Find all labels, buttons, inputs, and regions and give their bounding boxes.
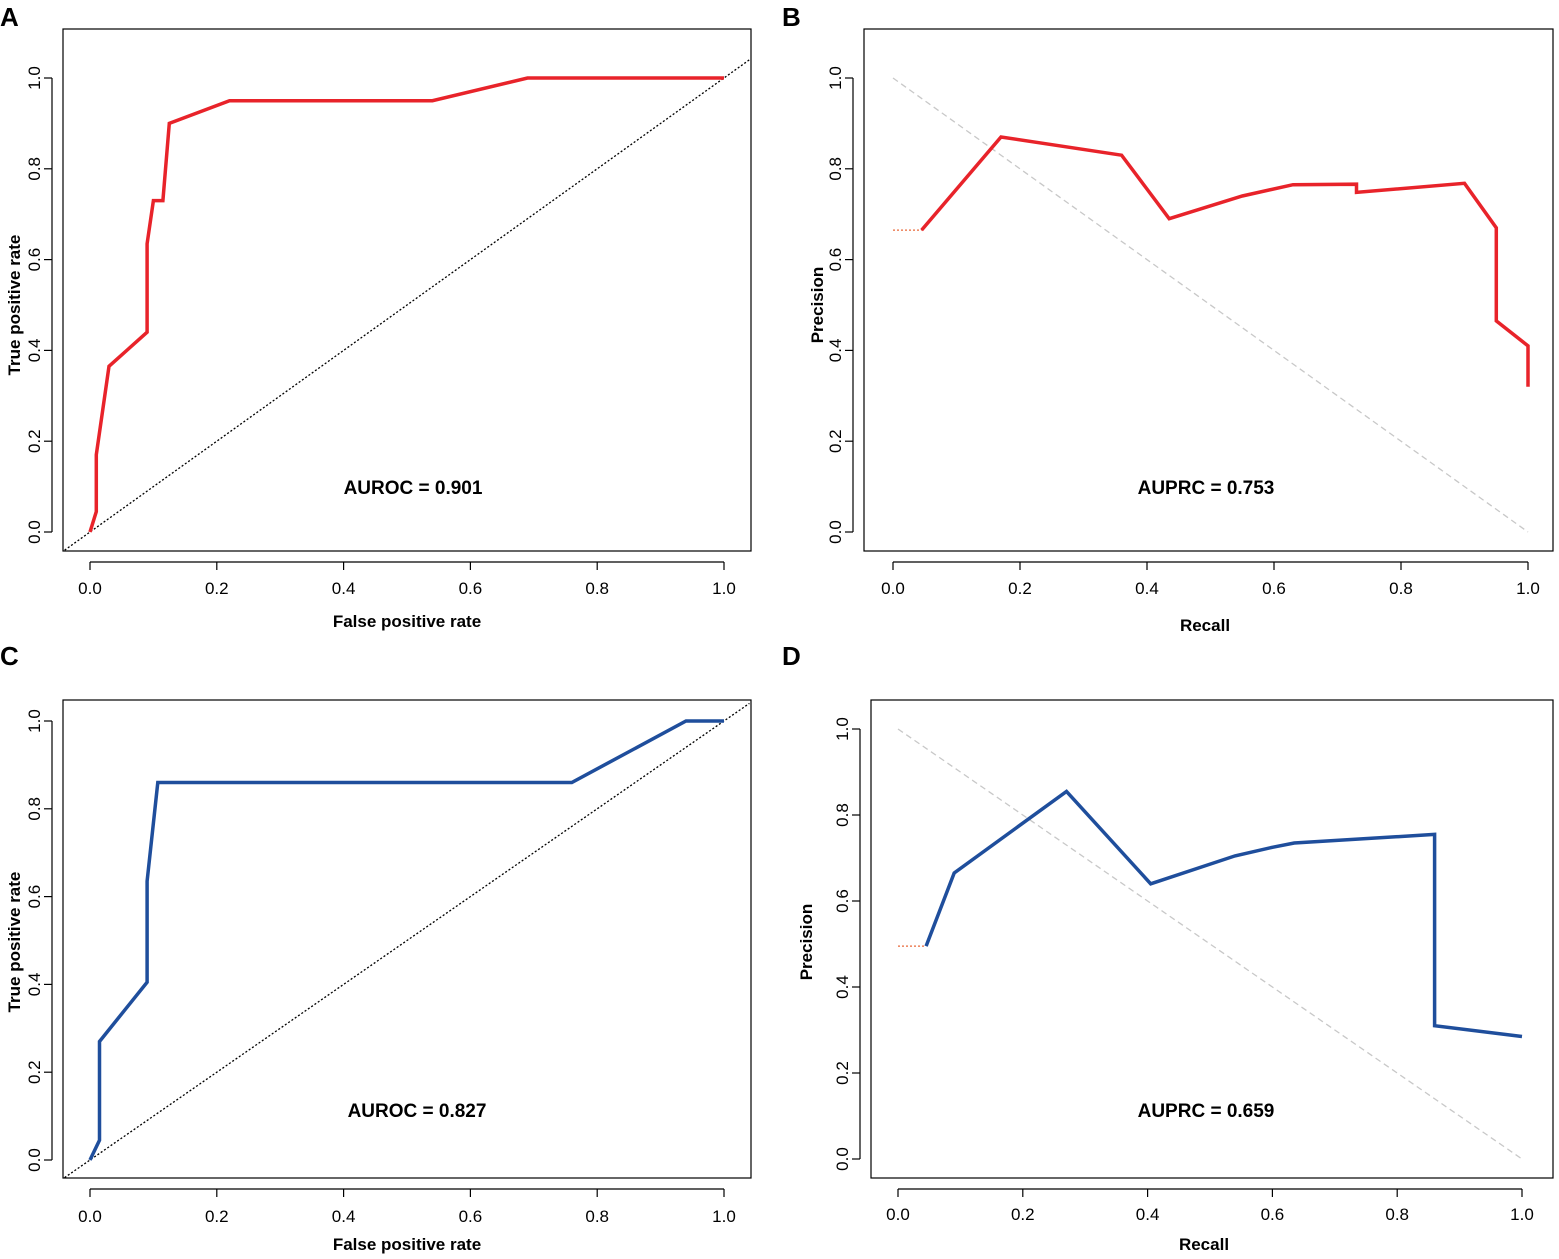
y-tick-label: 0.2 bbox=[826, 429, 845, 453]
x-tick-label: 1.0 bbox=[1516, 579, 1540, 598]
x-tick-label: 0.6 bbox=[1261, 1205, 1285, 1224]
x-tick-label: 0.8 bbox=[585, 579, 609, 598]
panel-letter-b: B bbox=[782, 2, 801, 32]
y-tick-label: 1.0 bbox=[25, 66, 44, 90]
x-tick-label: 0.2 bbox=[205, 579, 229, 598]
y-tick-label: 1.0 bbox=[833, 717, 852, 741]
y-tick-label: 0.2 bbox=[833, 1061, 852, 1085]
y-tick-label: 0.6 bbox=[826, 248, 845, 272]
y-tick-label: 0.8 bbox=[25, 797, 44, 821]
y-axis-title: Precision bbox=[808, 267, 827, 344]
roc-chance-line bbox=[64, 59, 750, 551]
pr-pr-line bbox=[920, 135, 1530, 387]
y-tick-label: 0.4 bbox=[25, 339, 44, 363]
x-axis-title: False positive rate bbox=[333, 612, 481, 631]
panel-letter-c: C bbox=[0, 641, 19, 671]
x-tick-label: 0.0 bbox=[78, 579, 102, 598]
y-tick-label: 0.8 bbox=[833, 803, 852, 827]
x-tick-label: 0.0 bbox=[886, 1205, 910, 1224]
x-tick-label: 1.0 bbox=[1510, 1205, 1534, 1224]
x-axis-title: Recall bbox=[1180, 616, 1230, 635]
panel-letter-a: A bbox=[0, 2, 19, 32]
plot-frame bbox=[863, 28, 1554, 552]
x-tick-label: 0.8 bbox=[1385, 1205, 1409, 1224]
auroc-label: AUROC = 0.901 bbox=[344, 478, 483, 499]
y-tick-label: 0.2 bbox=[25, 429, 44, 453]
x-tick-label: 0.6 bbox=[1262, 579, 1286, 598]
x-tick-label: 0.4 bbox=[1135, 579, 1159, 598]
y-tick-label: 0.0 bbox=[826, 520, 845, 544]
plot-frame bbox=[62, 699, 752, 1179]
x-tick-label: 0.2 bbox=[1008, 579, 1032, 598]
y-tick-label: 0.2 bbox=[25, 1060, 44, 1084]
y-axis-title: True positive rate bbox=[5, 235, 24, 376]
auprc-label: AUPRC = 0.753 bbox=[1138, 478, 1275, 499]
x-tick-label: 0.2 bbox=[1011, 1205, 1035, 1224]
x-tick-label: 0.0 bbox=[881, 579, 905, 598]
y-tick-label: 0.8 bbox=[826, 157, 845, 181]
y-tick-label: 0.0 bbox=[833, 1147, 852, 1171]
panel-letter-d: D bbox=[782, 641, 801, 671]
roc-roc-line bbox=[88, 719, 724, 1161]
y-tick-label: 1.0 bbox=[826, 66, 845, 90]
auroc-label: AUROC = 0.827 bbox=[348, 1101, 487, 1122]
x-tick-label: 0.4 bbox=[332, 1207, 356, 1226]
plot-frame bbox=[62, 28, 752, 552]
x-axis-title: Recall bbox=[1179, 1235, 1229, 1254]
x-tick-label: 0.2 bbox=[205, 1207, 229, 1226]
y-tick-label: 0.4 bbox=[826, 339, 845, 363]
x-tick-label: 0.4 bbox=[1136, 1205, 1160, 1224]
y-tick-label: 1.0 bbox=[25, 709, 44, 733]
x-tick-label: 1.0 bbox=[712, 579, 736, 598]
x-tick-label: 0.4 bbox=[332, 579, 356, 598]
x-tick-label: 0.0 bbox=[78, 1207, 102, 1226]
y-tick-label: 0.0 bbox=[25, 520, 44, 544]
panel-c: C 0.0 0.2 0.4 0.6 0.8 1.0 0.0 0.2 0.4 0.6 0.8 1.0 Fal… bbox=[0, 641, 752, 1254]
plot-frame bbox=[870, 699, 1554, 1179]
y-tick-label: 0.6 bbox=[833, 889, 852, 913]
panel-b: B 0.0 0.2 0.4 0.6 0.8 1.0 0.0 0.2 0.4 0.6 0.8 1.0 Rec… bbox=[782, 2, 1554, 635]
panel-a: A 0.0 0.2 0.4 0.6 0.8 1.0 0.0 0.2 0.4 0.6 0.8 1.0 Fal… bbox=[0, 2, 752, 631]
y-tick-label: 0.8 bbox=[25, 157, 44, 181]
pr-pr-line bbox=[924, 789, 1523, 1039]
pr-reference-line bbox=[897, 728, 1523, 1160]
y-tick-label: 0.4 bbox=[25, 973, 44, 997]
x-tick-label: 1.0 bbox=[712, 1207, 736, 1226]
y-tick-label: 0.6 bbox=[25, 885, 44, 909]
y-axis-title: True positive rate bbox=[5, 872, 24, 1013]
x-tick-label: 0.6 bbox=[459, 1207, 483, 1226]
x-tick-label: 0.8 bbox=[585, 1207, 609, 1226]
pr-reference-line bbox=[892, 77, 1529, 533]
roc-chance-line bbox=[64, 702, 750, 1178]
panel-d: D 0.0 0.2 0.4 0.6 0.8 1.0 0.0 0.2 0.4 0.6 0.8 1.0 Rec… bbox=[782, 641, 1554, 1254]
roc-roc-line bbox=[88, 76, 724, 533]
y-tick-label: 0.4 bbox=[833, 975, 852, 999]
auprc-label: AUPRC = 0.659 bbox=[1138, 1101, 1275, 1122]
x-axis-title: False positive rate bbox=[333, 1235, 481, 1254]
x-tick-label: 0.6 bbox=[459, 579, 483, 598]
y-tick-label: 0.6 bbox=[25, 248, 44, 272]
y-axis-title: Precision bbox=[797, 904, 816, 981]
x-tick-label: 0.8 bbox=[1389, 579, 1413, 598]
y-tick-label: 0.0 bbox=[25, 1148, 44, 1172]
